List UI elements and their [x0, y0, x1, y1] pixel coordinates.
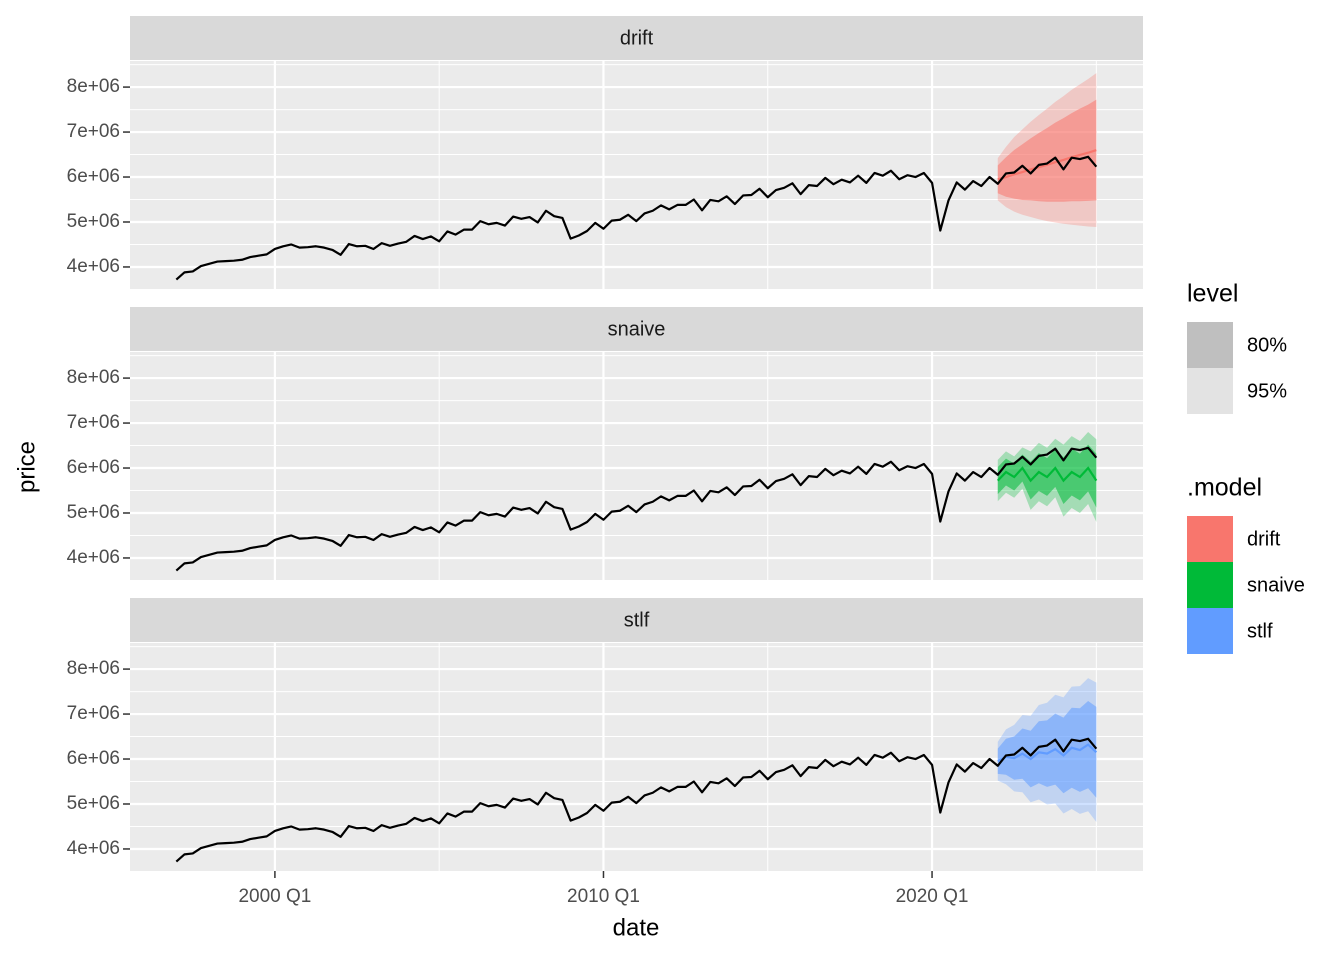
forecast-line: [996, 466, 1098, 483]
y-tick-label: 4e+06: [67, 838, 120, 859]
forecast-line: [997, 148, 1097, 181]
y-tick-label: 5e+06: [67, 502, 120, 523]
plot-background: [130, 61, 1143, 289]
forecast-line: [997, 743, 1098, 763]
legend-key: [1187, 562, 1233, 608]
y-tick-label: 7e+06: [67, 703, 120, 724]
y-tick-label: 4e+06: [67, 547, 120, 568]
legend-title: .model: [1187, 474, 1262, 502]
legend-title: level: [1187, 280, 1238, 308]
legend-key: [1187, 608, 1233, 654]
strip-label: snaive: [608, 318, 666, 340]
x-axis-title: date: [613, 914, 660, 941]
x-tick-label: 2020 Q1: [896, 886, 969, 907]
legend-label: 95%: [1247, 380, 1287, 402]
strip-label: stlf: [624, 609, 650, 631]
legend-label: drift: [1247, 528, 1281, 550]
legend-label: snaive: [1247, 574, 1305, 596]
observed-line: [175, 446, 1098, 572]
strip: [130, 307, 1143, 351]
y-axis-title: price: [13, 441, 40, 493]
legend-key: [1187, 516, 1233, 562]
strip: [130, 16, 1143, 60]
strip-label: drift: [620, 27, 654, 49]
y-tick-label: 8e+06: [67, 367, 120, 388]
y-tick-label: 6e+06: [67, 166, 120, 187]
strip: [130, 598, 1143, 642]
legend-label: stlf: [1247, 620, 1273, 642]
y-tick-label: 7e+06: [67, 412, 120, 433]
x-tick-label: 2000 Q1: [238, 886, 311, 907]
observed-line: [175, 737, 1098, 863]
legend-label: 80%: [1247, 334, 1287, 356]
legend-key: [1187, 368, 1233, 414]
y-tick-label: 5e+06: [67, 211, 120, 232]
y-tick-label: 5e+06: [67, 793, 120, 814]
y-tick-label: 6e+06: [67, 748, 120, 769]
legend-key: [1187, 322, 1233, 368]
plot-background: [130, 643, 1143, 871]
x-tick-label: 2010 Q1: [567, 886, 640, 907]
y-tick-label: 8e+06: [67, 658, 120, 679]
y-tick-label: 4e+06: [67, 256, 120, 277]
interval-band: [997, 701, 1097, 798]
plot-background: [130, 352, 1143, 580]
y-tick-label: 6e+06: [67, 457, 120, 478]
y-tick-label: 8e+06: [67, 76, 120, 97]
interval-band: [997, 99, 1097, 202]
y-tick-label: 7e+06: [67, 121, 120, 142]
observed-line: [175, 155, 1098, 281]
